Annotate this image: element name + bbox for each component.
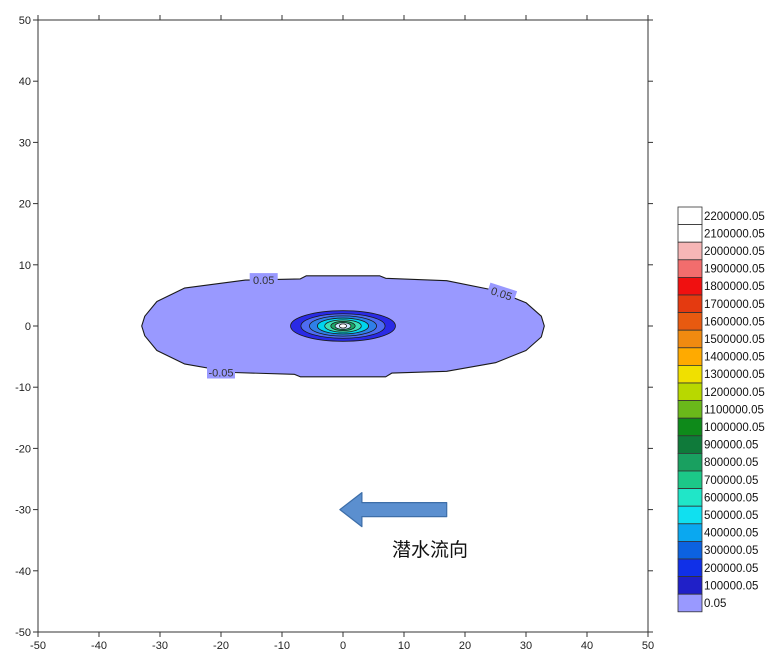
legend-label: 1000000.05 <box>704 422 765 434</box>
x-tick-label: 0 <box>340 640 346 652</box>
legend-label: 1900000.05 <box>704 264 765 276</box>
y-tick-label: 40 <box>19 76 31 88</box>
y-tick-label: 20 <box>19 199 31 211</box>
y-tick-label: -40 <box>15 566 31 578</box>
contour-label: 0.05 <box>253 275 274 287</box>
legend-label: 2000000.05 <box>704 246 765 258</box>
legend-swatch <box>677 364 703 384</box>
x-tick-label: -10 <box>274 640 290 652</box>
legend-label: 2100000.05 <box>704 228 765 240</box>
y-tick-label: -50 <box>15 627 31 639</box>
legend-label: 1400000.05 <box>704 352 765 364</box>
y-tick-label: -10 <box>15 382 31 394</box>
x-tick-label: 40 <box>581 640 593 652</box>
legend-label: 500000.05 <box>704 510 758 522</box>
legend-swatch <box>677 417 703 437</box>
legend-swatch <box>677 382 703 402</box>
legend-swatch <box>677 488 703 507</box>
legend-swatch <box>677 312 703 331</box>
contour-fill-layer: 0.050.05-0.05 <box>141 273 545 380</box>
legend-label: 1700000.05 <box>704 299 765 311</box>
x-tick-label: -50 <box>30 640 46 652</box>
flow-arrow-layer <box>339 492 448 528</box>
legend-swatch <box>677 435 703 454</box>
contour-label-gap <box>486 282 518 304</box>
legend-swatch <box>677 241 703 261</box>
contour-label-group: 0.05 <box>249 273 278 287</box>
x-tick-label: 50 <box>642 640 654 652</box>
contour-label-group: -0.05 <box>207 365 235 380</box>
legend-swatch <box>677 523 703 542</box>
legend-swatch <box>677 452 703 472</box>
legend-label: 1300000.05 <box>704 369 765 381</box>
legend-label: 200000.05 <box>704 563 758 575</box>
legend-label: 2200000.05 <box>704 211 765 223</box>
legend-label: 400000.05 <box>704 528 758 540</box>
legend-swatch <box>677 259 703 278</box>
contour-label-gap <box>249 273 278 287</box>
legend-label: 900000.05 <box>704 440 758 452</box>
legend-label: 1200000.05 <box>704 387 765 399</box>
legend-swatch <box>677 347 703 366</box>
y-tick-label: 30 <box>19 137 31 149</box>
legend-swatch <box>677 400 703 419</box>
axes: -50 -40 -30 -20 -10 0 10 20 30 40 50 50 40 30 20 10 0 -10… <box>15 15 654 652</box>
legend-swatch <box>677 224 703 243</box>
legend-swatch <box>677 541 703 560</box>
flow-direction-label: 潜水流向 <box>392 539 469 561</box>
y-tick-label: -30 <box>15 505 31 517</box>
legend-swatch <box>677 558 703 578</box>
color-legend: 2200000.05 2100000.05 2000000.05 1900000.05… <box>677 206 765 613</box>
x-tick-label: 10 <box>398 640 410 652</box>
x-tick-label: 30 <box>520 640 532 652</box>
x-tick-label: -30 <box>152 640 168 652</box>
y-tick-label: 50 <box>19 15 31 27</box>
x-tick-label: -20 <box>213 640 229 652</box>
legend-label: 800000.05 <box>704 457 758 469</box>
legend-swatch <box>677 576 703 595</box>
contour-label-gap <box>207 365 235 379</box>
y-tick-label: -20 <box>15 443 31 455</box>
legend-label: 100000.05 <box>704 580 758 592</box>
legend-label: 700000.05 <box>704 475 758 487</box>
legend-swatch <box>677 294 703 314</box>
legend-swatch <box>677 505 703 525</box>
legend-label: 0.05 <box>704 598 726 610</box>
flow-arrow <box>339 492 448 528</box>
legend-label: 1500000.05 <box>704 334 765 346</box>
legend-swatch <box>677 593 703 613</box>
contour-label: -0.05 <box>208 368 233 380</box>
legend-label: 1800000.05 <box>704 281 765 293</box>
legend-label: 600000.05 <box>704 492 758 504</box>
legend-swatch <box>677 206 703 226</box>
x-tick-label: -40 <box>91 640 107 652</box>
legend-label: 1600000.05 <box>704 316 765 328</box>
legend-label: 1100000.05 <box>704 404 764 416</box>
x-tick-label: 20 <box>459 640 471 652</box>
legend-swatch <box>677 276 703 296</box>
legend-swatch <box>677 329 703 349</box>
y-tick-label: 10 <box>19 260 31 272</box>
legend-swatch <box>677 470 703 490</box>
y-tick-label: 0 <box>25 321 31 333</box>
legend-label: 300000.05 <box>704 545 758 557</box>
contour-ring <box>338 323 348 329</box>
